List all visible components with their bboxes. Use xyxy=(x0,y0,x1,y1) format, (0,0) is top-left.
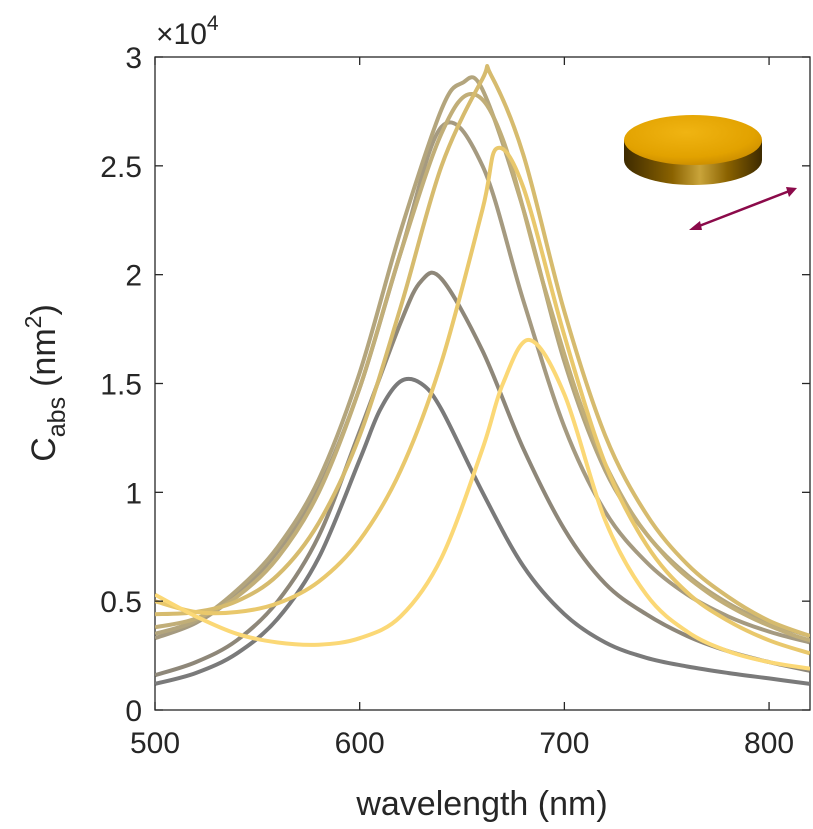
x-tick-label-500: 500 xyxy=(130,727,180,760)
series-line-5 xyxy=(155,92,810,643)
y-tick-label-20000: 2 xyxy=(125,260,142,293)
y-axis-title: Cabs (nm2) xyxy=(20,304,71,462)
x-axis-title: wavelength (nm) xyxy=(355,785,607,823)
series-line-7 xyxy=(155,145,810,656)
series-layer xyxy=(155,64,810,686)
y-axis-multiplier: ×104 xyxy=(156,12,219,51)
x-tick-label-800: 800 xyxy=(744,727,794,760)
y-tick-label-30000: 3 xyxy=(125,42,142,75)
y-axis-title-subscript: abs xyxy=(43,397,71,437)
multiplier-prefix: ×10 xyxy=(156,18,207,51)
x-tick-label-600: 600 xyxy=(335,727,385,760)
y-tick-label-15000: 1.5 xyxy=(100,369,142,402)
x-axis-ticks: 500 600 700 800 xyxy=(130,57,794,760)
y-axis-title-unit-prefix: (nm xyxy=(25,328,63,387)
series-line-1 xyxy=(155,376,810,686)
y-axis-title-unit-superscript: 2 xyxy=(20,316,46,329)
polarization-arrow-icon xyxy=(689,187,797,230)
y-tick-label-25000: 2.5 xyxy=(100,151,142,184)
x-tick-label-700: 700 xyxy=(539,727,589,760)
y-axis-title-main: C xyxy=(25,437,63,462)
series-line-8 xyxy=(155,338,810,671)
y-axis-title-unit-suffix: ) xyxy=(25,304,63,315)
y-tick-label-0: 0 xyxy=(125,695,142,728)
y-tick-label-5000: 0.5 xyxy=(100,586,142,619)
y-tick-label-10000: 1 xyxy=(125,477,142,510)
gold-disk-icon xyxy=(624,115,762,185)
series-line-6 xyxy=(155,64,810,638)
y-axis-ticks: 0 0.5 1 1.5 2 2.5 3 xyxy=(100,42,810,728)
multiplier-exponent: 4 xyxy=(207,12,219,35)
